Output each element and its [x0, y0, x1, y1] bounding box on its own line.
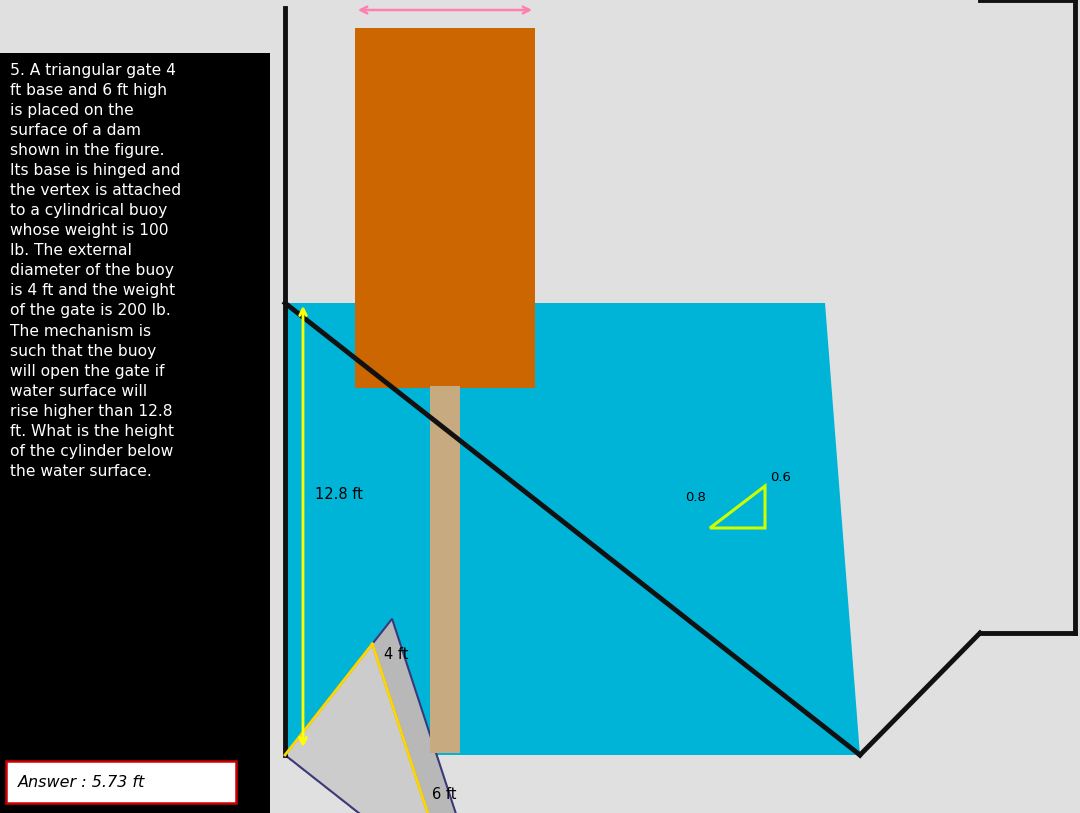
Text: 5. A triangular gate 4
ft base and 6 ft high
is placed on the
surface of a dam
s: 5. A triangular gate 4 ft base and 6 ft … [10, 63, 181, 479]
Polygon shape [285, 644, 451, 813]
Bar [0, 53, 270, 813]
Text: 4 ft: 4 ft [383, 647, 408, 662]
Text: 6 ft: 6 ft [432, 788, 457, 802]
Text: 12.8 ft: 12.8 ft [315, 486, 363, 502]
Bar [430, 386, 460, 753]
Polygon shape [305, 619, 471, 813]
Text: 0.6: 0.6 [770, 471, 791, 484]
Text: 0.8: 0.8 [685, 490, 706, 503]
Bar [355, 28, 535, 388]
Polygon shape [285, 303, 860, 755]
Text: Answer : 5.73 ft: Answer : 5.73 ft [18, 775, 145, 789]
Bar [6, 761, 237, 803]
